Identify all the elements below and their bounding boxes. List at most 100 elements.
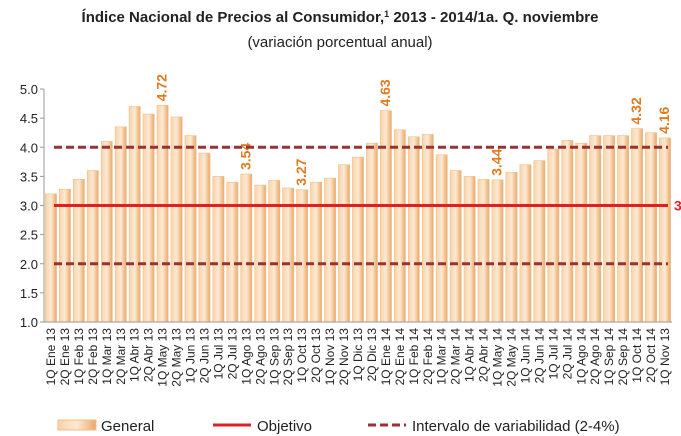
- bar: [505, 171, 518, 323]
- bar: [212, 176, 225, 323]
- y-tick-label: 2.5: [20, 228, 38, 243]
- bar: [575, 142, 588, 323]
- bar: [435, 154, 448, 323]
- bar: [561, 139, 574, 323]
- y-tick-label: 3.5: [20, 169, 38, 184]
- legend-label: General: [101, 418, 154, 435]
- x-tick-label: 2Q Jun 14: [532, 328, 546, 384]
- bar: [380, 110, 392, 323]
- x-tick-label: 1Q Jul 13: [211, 328, 225, 380]
- bar: [421, 134, 434, 323]
- bar: [338, 164, 350, 323]
- bar: [407, 136, 420, 323]
- x-tick-label: 2Q Abr 14: [477, 328, 491, 382]
- x-tick-label: 2Q Oct 14: [644, 328, 658, 383]
- title-main: Índice Nacional de Precios al Consumidor…: [82, 9, 385, 26]
- x-tick-label: 2Q Oct 13: [309, 328, 323, 383]
- x-tick-label: 2Q Feb 14: [421, 328, 435, 385]
- x-tick-label: 2Q Feb 13: [86, 328, 100, 385]
- x-tick-label: 2Q Sep 14: [616, 328, 630, 386]
- value-label: 4.63: [377, 79, 393, 106]
- bar: [352, 156, 364, 323]
- bar: [449, 170, 462, 323]
- bar: [463, 176, 476, 323]
- x-tick-label: 1Q Mar 13: [100, 328, 114, 385]
- bar: [128, 106, 141, 323]
- bar: [73, 178, 85, 323]
- x-tick-label: 1Q Jul 14: [546, 328, 560, 380]
- x-tick-label: 1Q Jun 13: [184, 328, 198, 384]
- bar: [366, 142, 378, 323]
- bar: [59, 188, 71, 323]
- x-tick-label: 2Q Mar 13: [114, 328, 128, 385]
- title-end: 2013 - 2014/1a. Q. noviembre: [389, 9, 598, 26]
- x-tick-label: 1Q Oct 14: [630, 328, 644, 383]
- chart-subtitle: (variación porcentual anual): [247, 34, 432, 51]
- bar: [533, 160, 546, 323]
- x-tick-label: 1Q Mar 14: [435, 328, 449, 385]
- bar: [156, 105, 169, 323]
- value-label: 3.27: [293, 158, 309, 185]
- bar: [324, 177, 336, 323]
- x-tick-label: 2Q May 13: [170, 328, 184, 387]
- bar: [393, 129, 406, 323]
- x-tick-label: 2Q Ago 13: [253, 328, 267, 385]
- value-label: 3.44: [489, 148, 505, 175]
- bar: [268, 180, 281, 323]
- bar: [114, 126, 127, 323]
- x-tick-label: 2Q Abr 13: [142, 328, 156, 382]
- y-tick-label: 1.5: [20, 286, 38, 301]
- bar: [547, 148, 560, 323]
- value-label: 4.32: [628, 97, 644, 124]
- y-tick-label: 4.0: [20, 140, 38, 155]
- x-tick-label: 2Q Jun 13: [197, 328, 211, 384]
- legend-swatch: [57, 419, 97, 431]
- x-tick-label: 1Q Feb 13: [72, 328, 86, 385]
- x-tick-label: 1Q Nov 13: [323, 328, 337, 386]
- value-label: 3.54: [237, 143, 253, 170]
- bar: [86, 170, 99, 323]
- x-tick-label: 1Q Abr 14: [463, 328, 477, 382]
- bar: [184, 135, 197, 323]
- bar: [142, 113, 155, 323]
- bar: [631, 128, 643, 323]
- x-tick-label: 2Q Dic 13: [365, 328, 379, 382]
- x-tick-label: 2Q Ago 14: [588, 328, 602, 385]
- y-tick-label: 3.0: [20, 199, 38, 214]
- x-tick-label: 2Q Jul 13: [225, 328, 239, 380]
- bar: [240, 173, 253, 323]
- bar: [296, 189, 309, 323]
- x-tick-label: 1Q Nov 13: [658, 328, 672, 386]
- x-tick-label: 1Q Ago 14: [574, 328, 588, 385]
- x-tick-label: 1Q Ago 13: [239, 328, 253, 385]
- x-tick-label: 1Q Dic 13: [351, 328, 365, 382]
- x-tick-label: 1Q Feb 14: [407, 328, 421, 385]
- y-tick-label: 5.0: [20, 82, 38, 97]
- bar: [645, 132, 657, 323]
- y-tick-label: 1.0: [20, 315, 38, 330]
- y-tick-label: 4.5: [20, 111, 38, 126]
- bar: [198, 152, 211, 323]
- y-tick-label: 2.0: [20, 257, 38, 272]
- bar: [519, 164, 532, 323]
- bar: [617, 135, 630, 323]
- x-tick-label: 1Q Sep 13: [267, 328, 281, 386]
- x-tick-label: 2Q Mar 14: [449, 328, 463, 385]
- bar: [477, 178, 490, 323]
- bar: [659, 137, 671, 323]
- bar: [491, 179, 504, 323]
- x-tick-label: 2Q Jul 14: [560, 328, 574, 380]
- bar: [226, 181, 239, 323]
- x-tick-label: 1Q Sep 14: [602, 328, 616, 386]
- x-tick-label: 1Q May 14: [491, 328, 505, 387]
- reference-label: 3: [674, 198, 681, 214]
- chart-title: Índice Nacional de Precios al Consumidor…: [82, 9, 599, 26]
- bar: [589, 135, 602, 323]
- x-tick-label: 1Q Ene 14: [379, 328, 393, 386]
- bar: [282, 187, 295, 323]
- bar: [310, 181, 323, 323]
- x-tick-label: 2Q Nov 13: [337, 328, 351, 386]
- x-tick-label: 1Q May 13: [156, 328, 170, 387]
- bar: [45, 193, 57, 323]
